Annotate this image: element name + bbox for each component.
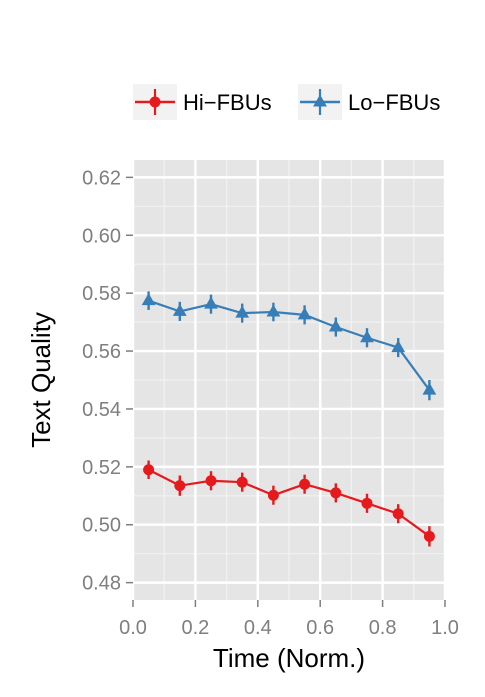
grid-minor xyxy=(133,160,445,600)
data-point xyxy=(360,330,374,343)
y-tick-label: 0.48 xyxy=(82,573,121,595)
series-1 xyxy=(143,460,435,547)
y-axis-title: Text Quality xyxy=(26,312,56,448)
legend-item: Hi−FBUs xyxy=(133,84,272,120)
x-axis-title: Time (Norm.) xyxy=(213,643,365,673)
data-point xyxy=(205,475,217,487)
data-point xyxy=(174,480,186,492)
data-point xyxy=(143,464,155,476)
legend-item: Lo−FBUs xyxy=(298,84,440,120)
series-line xyxy=(148,299,431,391)
x-axis: 0.0 0.2 0.4 0.6 0.8 1.0 xyxy=(119,600,459,639)
y-tick-label: 0.56 xyxy=(82,341,121,363)
y-tick-label: 0.54 xyxy=(82,399,121,421)
data-point xyxy=(204,296,218,309)
data-point xyxy=(328,319,343,332)
legend-key-marker xyxy=(313,94,327,107)
series-line xyxy=(148,468,431,538)
data-point xyxy=(236,476,248,488)
data-point xyxy=(299,478,311,490)
legend: Hi−FBUs Lo−FBUs xyxy=(133,84,440,120)
y-tick-label: 0.60 xyxy=(82,225,121,247)
data-point xyxy=(141,293,156,306)
data-point xyxy=(266,304,281,317)
y-tick-label: 0.50 xyxy=(82,515,121,537)
legend-key-marker xyxy=(149,96,161,108)
x-tick-label: 0.4 xyxy=(244,617,272,639)
x-tick-label: 0.0 xyxy=(119,617,147,639)
data-point xyxy=(361,497,373,509)
legend-label: Hi−FBUs xyxy=(183,90,272,115)
data-point xyxy=(330,487,342,499)
y-tick-label: 0.52 xyxy=(82,457,121,479)
x-tick-label: 0.8 xyxy=(369,617,397,639)
x-tick-label: 0.6 xyxy=(306,617,334,639)
data-point xyxy=(392,508,404,520)
data-point xyxy=(391,340,406,353)
x-tick-label: 1.0 xyxy=(431,617,459,639)
legend-label: Lo−FBUs xyxy=(348,90,440,115)
data-point xyxy=(297,307,312,320)
x-tick-label: 0.2 xyxy=(181,617,209,639)
y-tick-label: 0.58 xyxy=(82,283,121,305)
series-2 xyxy=(141,291,437,401)
series-layer xyxy=(141,291,437,547)
y-axis: 0.48 0.50 0.52 0.54 0.56 0.58 0.60 0.62 xyxy=(82,167,133,595)
data-point xyxy=(423,530,435,542)
y-tick-label: 0.62 xyxy=(82,167,121,189)
grid-major xyxy=(131,160,447,600)
data-point xyxy=(235,305,250,318)
data-point xyxy=(172,303,187,316)
data-point xyxy=(422,382,437,395)
data-point xyxy=(267,489,279,501)
